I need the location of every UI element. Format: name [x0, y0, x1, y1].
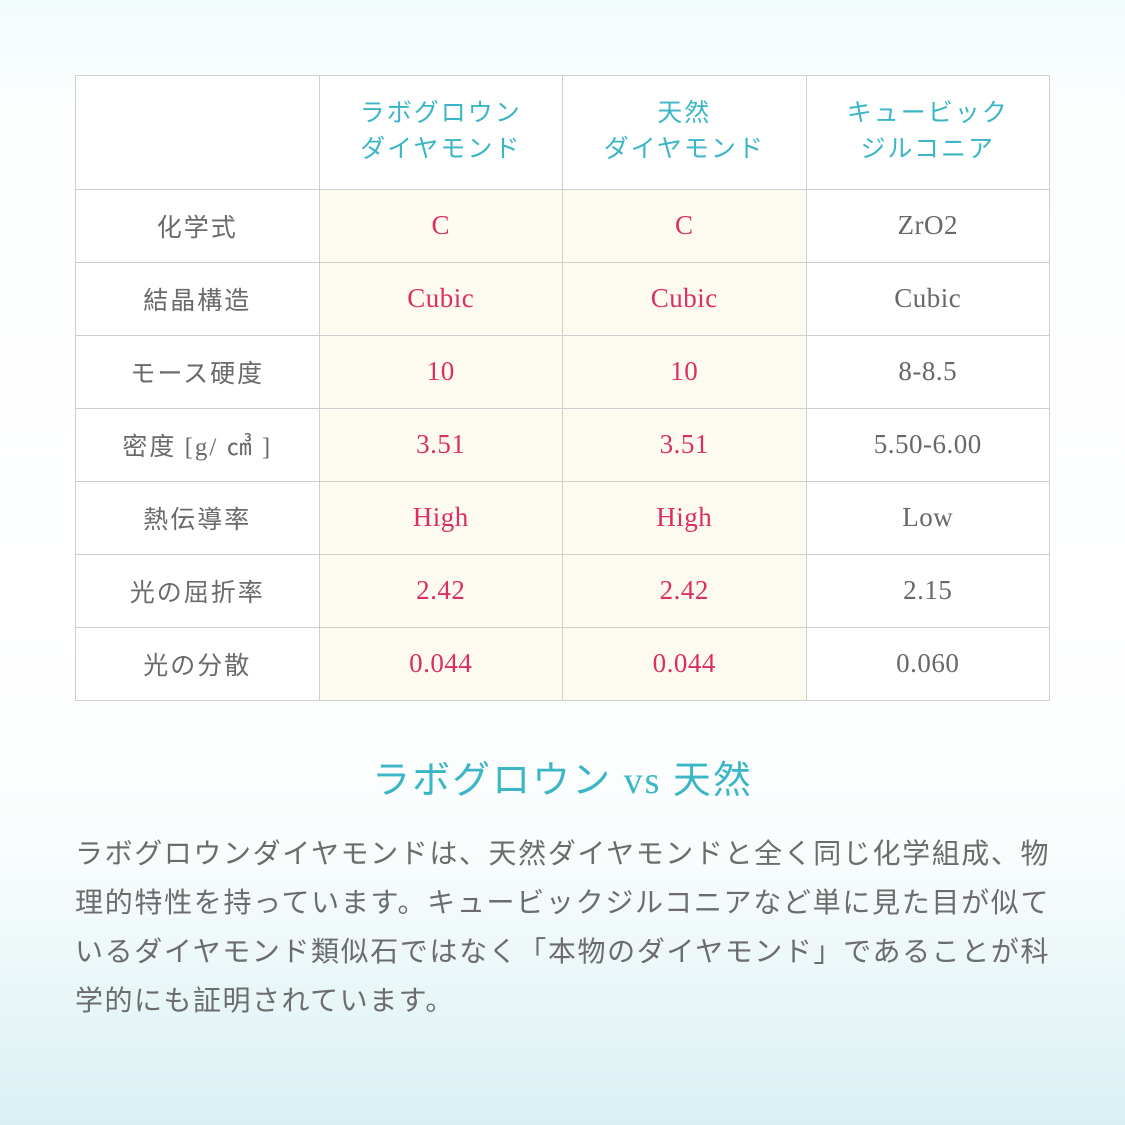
- cell-cz: Low: [806, 481, 1050, 554]
- cell-cz: 2.15: [806, 554, 1050, 627]
- table-row: モース硬度 10 10 8-8.5: [76, 335, 1050, 408]
- cell-cz: 5.50-6.00: [806, 408, 1050, 481]
- row-label: 密度 [g/ ㎤ ]: [76, 408, 320, 481]
- col-header-labgrown: ラボグロウン ダイヤモンド: [319, 76, 563, 190]
- row-label: 熱伝導率: [76, 481, 320, 554]
- col-header-line1: キュービック: [847, 100, 1009, 127]
- cell-natural: C: [563, 189, 807, 262]
- col-header-line1: 天然: [657, 100, 711, 127]
- cell-natural: High: [563, 481, 807, 554]
- table-row: 光の屈折率 2.42 2.42 2.15: [76, 554, 1050, 627]
- col-header-natural: 天然 ダイヤモンド: [563, 76, 807, 190]
- row-label: 光の屈折率: [76, 554, 320, 627]
- cell-labgrown: 3.51: [319, 408, 563, 481]
- cell-cz: ZrO2: [806, 189, 1050, 262]
- col-header-line1: ラボグロウン: [360, 100, 522, 127]
- table-row: 結晶構造 Cubic Cubic Cubic: [76, 262, 1050, 335]
- table-row: 光の分散 0.044 0.044 0.060: [76, 627, 1050, 700]
- cell-labgrown: 0.044: [319, 627, 563, 700]
- section-title: ラボグロウン vs 天然: [75, 749, 1050, 804]
- cell-cz: 0.060: [806, 627, 1050, 700]
- body-paragraph: ラボグロウンダイヤモンドは、天然ダイヤモンドと全く同じ化学組成、物理的特性を持っ…: [75, 830, 1050, 1026]
- col-header-line2: ジルコニア: [860, 136, 995, 163]
- row-label: 結晶構造: [76, 262, 320, 335]
- row-label: 光の分散: [76, 627, 320, 700]
- cell-labgrown: C: [319, 189, 563, 262]
- table-row: 化学式 C C ZrO2: [76, 189, 1050, 262]
- cell-natural: 10: [563, 335, 807, 408]
- cell-labgrown: Cubic: [319, 262, 563, 335]
- row-label: 化学式: [76, 189, 320, 262]
- cell-natural: 3.51: [563, 408, 807, 481]
- cell-natural: Cubic: [563, 262, 807, 335]
- cell-labgrown: 10: [319, 335, 563, 408]
- cell-cz: 8-8.5: [806, 335, 1050, 408]
- col-header-line2: ダイヤモンド: [604, 136, 765, 163]
- cell-natural: 0.044: [563, 627, 807, 700]
- cell-labgrown: High: [319, 481, 563, 554]
- comparison-table: ラボグロウン ダイヤモンド 天然 ダイヤモンド キュービック ジルコニア 化学式…: [75, 75, 1050, 701]
- col-header-cz: キュービック ジルコニア: [806, 76, 1050, 190]
- table-row: 熱伝導率 High High Low: [76, 481, 1050, 554]
- cell-cz: Cubic: [806, 262, 1050, 335]
- cell-labgrown: 2.42: [319, 554, 563, 627]
- cell-natural: 2.42: [563, 554, 807, 627]
- col-header-line2: ダイヤモンド: [360, 136, 521, 163]
- table-row: 密度 [g/ ㎤ ] 3.51 3.51 5.50-6.00: [76, 408, 1050, 481]
- table-header-row: ラボグロウン ダイヤモンド 天然 ダイヤモンド キュービック ジルコニア: [76, 76, 1050, 190]
- table-corner-cell: [76, 76, 320, 190]
- row-label: モース硬度: [76, 335, 320, 408]
